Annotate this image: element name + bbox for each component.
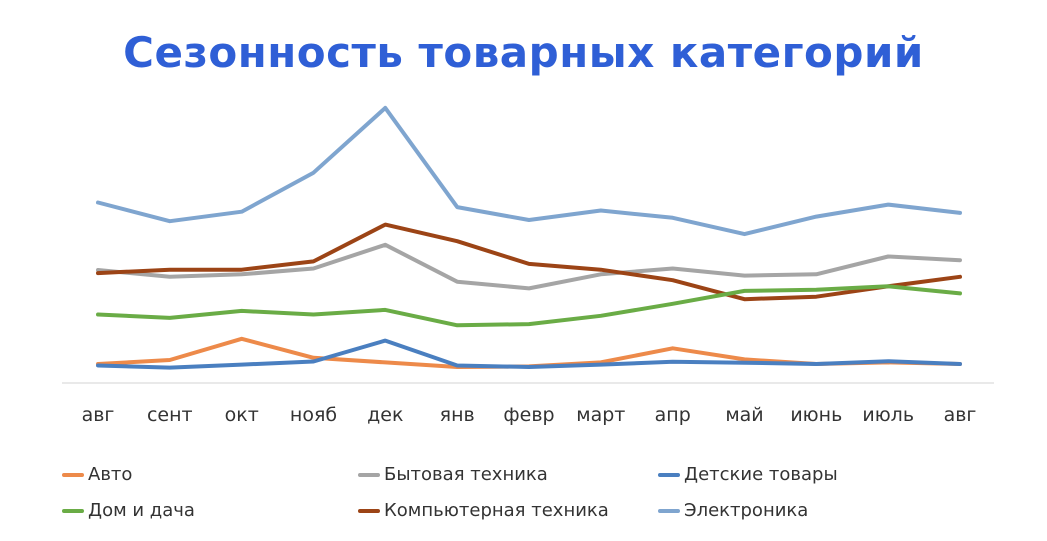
series-line-detskie-tovary — [96, 338, 962, 370]
x-tick-label: февр — [503, 404, 554, 426]
x-tick-label: июль — [862, 404, 914, 426]
x-tick-label: дек — [367, 404, 403, 426]
series-line-elektronika — [96, 105, 962, 237]
x-tick-label: май — [725, 404, 763, 426]
x-tick-label: апр — [655, 404, 691, 426]
series-line-kompyuternaya-tekhnika — [96, 222, 962, 302]
series-line-bytovaya-tekhnika — [96, 242, 962, 291]
x-tick-label: авг — [944, 404, 977, 426]
x-tick-labels: авг сент окт нояб дек янв февр март апр май июнь ию… — [82, 404, 977, 426]
x-tick-label: сент — [147, 404, 193, 426]
chart-title: Сезонность товарных категорий — [123, 28, 924, 77]
x-tick-label: март — [576, 404, 625, 426]
x-tick-label: окт — [225, 404, 259, 426]
series-line-dom-i-dacha — [96, 284, 962, 328]
x-tick-label: янв — [440, 404, 475, 426]
x-tick-label: июнь — [790, 404, 842, 426]
series-layer — [96, 105, 962, 370]
x-tick-label: нояб — [290, 404, 337, 426]
x-tick-label: авг — [82, 404, 115, 426]
